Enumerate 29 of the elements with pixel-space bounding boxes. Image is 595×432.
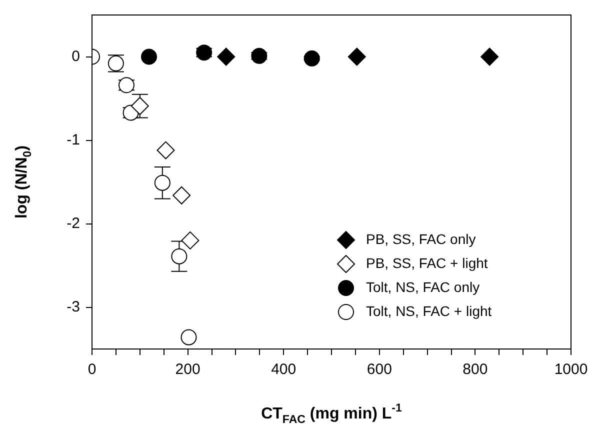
point bbox=[171, 248, 188, 264]
point bbox=[217, 48, 236, 66]
y-tick-label: 0 bbox=[72, 48, 80, 65]
x-tick-label: 0 bbox=[88, 361, 96, 378]
y-axis-title: log (N/N0) bbox=[13, 145, 34, 219]
point bbox=[156, 141, 175, 160]
y-tick-label: -2 bbox=[66, 214, 80, 232]
x-tick-label: 200 bbox=[175, 361, 200, 378]
legend-label: Tolt, NS, FAC + light bbox=[366, 302, 492, 319]
x-tick-label: 400 bbox=[271, 361, 296, 378]
legend-label: PB, SS, FAC + light bbox=[366, 254, 488, 271]
point bbox=[130, 97, 149, 116]
point bbox=[196, 44, 212, 61]
point bbox=[480, 48, 499, 66]
point bbox=[304, 50, 320, 66]
x-tick-label: 1000 bbox=[554, 361, 588, 378]
point bbox=[154, 174, 170, 191]
x-tick-label: 800 bbox=[462, 361, 488, 378]
point bbox=[141, 48, 157, 65]
point bbox=[348, 48, 366, 66]
y-tick-label: -3 bbox=[66, 298, 80, 316]
legend-label: PB, SS, FAC only bbox=[366, 230, 476, 247]
point bbox=[251, 48, 268, 64]
x-tick-label: 600 bbox=[366, 361, 392, 378]
point bbox=[180, 329, 197, 346]
point bbox=[181, 231, 200, 250]
y-tick-label: -1 bbox=[66, 131, 80, 148]
point bbox=[172, 186, 191, 204]
legend-label: Tolt, NS, FAC only bbox=[366, 278, 480, 295]
